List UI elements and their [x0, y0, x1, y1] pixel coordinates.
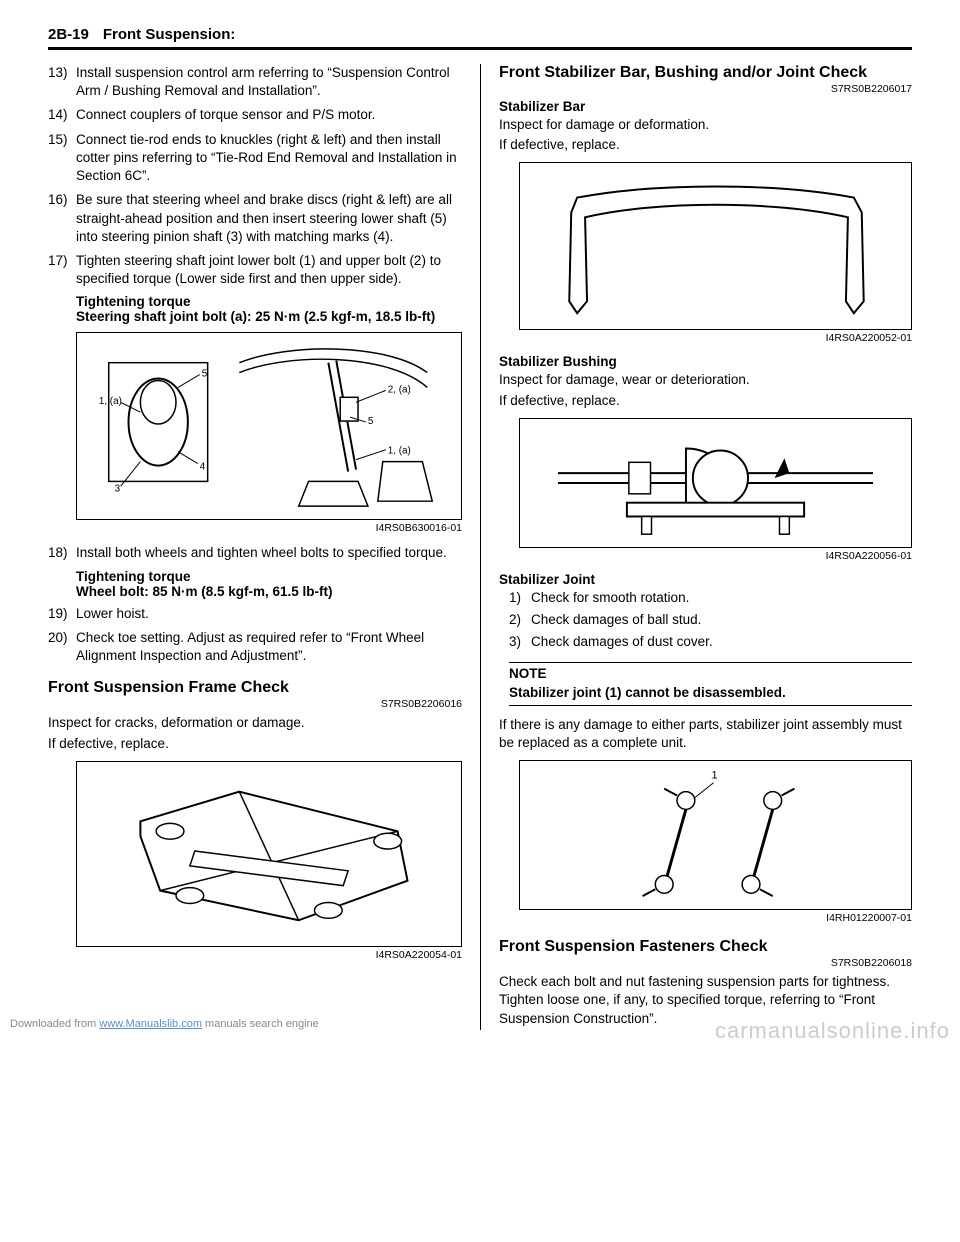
install-steps: 13)Install suspension control arm referr… — [48, 64, 462, 288]
doc-code: S7RS0B2206018 — [499, 957, 912, 969]
list-item: 20)Check toe setting. Adjust as required… — [48, 629, 462, 665]
stabilizer-bar-title: Stabilizer Bar — [499, 99, 912, 114]
svg-text:5: 5 — [368, 416, 374, 427]
svg-text:2, (a): 2, (a) — [388, 385, 411, 396]
note-block: NOTE Stabilizer joint (1) cannot be disa… — [499, 662, 912, 706]
svg-text:1, (a): 1, (a) — [388, 446, 411, 457]
figure-steering-shaft: 1, (a) 3 4 5 — [48, 332, 462, 534]
right-column: Front Stabilizer Bar, Bushing and/or Joi… — [480, 64, 912, 1030]
list-item: 14)Connect couplers of torque sensor and… — [48, 106, 462, 124]
page-footer: Downloaded from www.Manualslib.com manua… — [0, 1018, 960, 1044]
svg-text:5: 5 — [202, 369, 208, 380]
svg-text:1: 1 — [712, 770, 718, 782]
figure-stabilizer-joint: 1 — [519, 760, 912, 910]
svg-text:1, (a): 1, (a) — [99, 397, 122, 408]
page-number: 2B-19 — [48, 26, 89, 43]
figure-stabilizer-bushing — [519, 418, 912, 548]
fasteners-check-title: Front Suspension Fasteners Check — [499, 938, 912, 956]
footer-left: Downloaded from www.Manualslib.com manua… — [10, 1018, 319, 1044]
list-item: 15)Connect tie-rod ends to knuckles (rig… — [48, 131, 462, 186]
svg-text:3: 3 — [115, 484, 121, 495]
list-item: 18)Install both wheels and tighten wheel… — [48, 544, 462, 562]
list-item: 16)Be sure that steering wheel and brake… — [48, 191, 462, 246]
torque-spec: Tightening torque Wheel bolt: 85 N·m (8.… — [48, 569, 462, 599]
list-item: 3)Check damages of dust cover. — [509, 633, 912, 651]
stabilizer-check-title: Front Stabilizer Bar, Bushing and/or Joi… — [499, 64, 912, 82]
list-item: 2)Check damages of ball stud. — [509, 611, 912, 629]
stabilizer-joint-title: Stabilizer Joint — [499, 572, 912, 587]
frame-check-title: Front Suspension Frame Check — [48, 679, 462, 697]
figure-suspension-frame — [76, 761, 462, 947]
stabilizer-bushing-title: Stabilizer Bushing — [499, 354, 912, 369]
figure-stabilizer-bar — [519, 162, 912, 330]
list-item: 13)Install suspension control arm referr… — [48, 64, 462, 100]
manualslib-link[interactable]: www.Manualslib.com — [99, 1018, 202, 1030]
watermark: carmanualsonline.info — [715, 1018, 950, 1044]
figure-id: I4RS0B630016-01 — [76, 522, 462, 534]
figure-id: I4RS0A220054-01 — [76, 949, 462, 961]
section-title: Front Suspension: — [103, 26, 236, 43]
figure-id: I4RH01220007-01 — [519, 912, 912, 924]
page-header: 2B-19 Front Suspension: — [48, 26, 912, 50]
svg-text:4: 4 — [200, 462, 206, 473]
joint-checklist: 1)Check for smooth rotation. 2)Check dam… — [499, 589, 912, 652]
figure-id: I4RS0A220056-01 — [519, 550, 912, 562]
figure-id: I4RS0A220052-01 — [519, 332, 912, 344]
list-item: 1)Check for smooth rotation. — [509, 589, 912, 607]
list-item: 19)Lower hoist. — [48, 605, 462, 623]
left-column: 13)Install suspension control arm referr… — [48, 64, 480, 1030]
doc-code: S7RS0B2206017 — [499, 83, 912, 95]
list-item: 17)Tighten steering shaft joint lower bo… — [48, 252, 462, 288]
torque-spec: Tightening torque Steering shaft joint b… — [48, 294, 462, 324]
doc-code: S7RS0B2206016 — [48, 698, 462, 710]
